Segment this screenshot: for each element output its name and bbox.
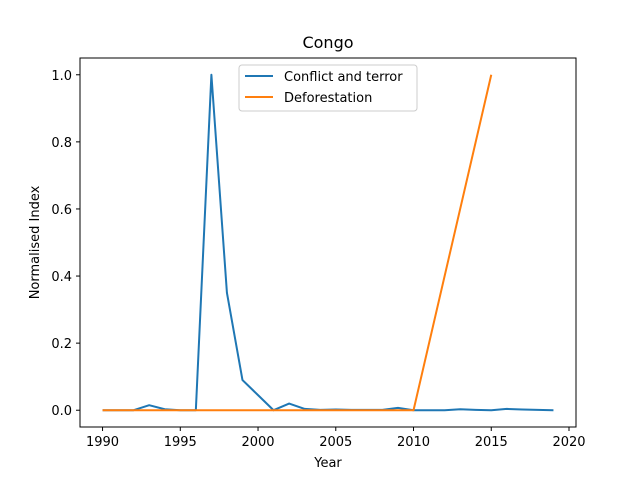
y-tick-label: 0.6 bbox=[51, 203, 72, 218]
legend-label-conflict: Conflict and terror bbox=[284, 70, 403, 85]
y-tick-label: 0.4 bbox=[51, 270, 72, 285]
x-tick-label: 1990 bbox=[86, 435, 119, 450]
x-axis-label: Year bbox=[313, 456, 342, 471]
x-tick-label: 2010 bbox=[397, 435, 430, 450]
plot-frame bbox=[79, 57, 577, 428]
legend-box bbox=[238, 64, 418, 112]
series-line-deforestation bbox=[102, 74, 493, 412]
x-tick-label: 2020 bbox=[552, 435, 585, 450]
y-axis-label: Normalised Index bbox=[28, 185, 43, 299]
plot-lines bbox=[102, 73, 554, 412]
chart-title: Congo bbox=[302, 33, 353, 52]
y-axis-ticks: 0.0 0.2 0.4 0.6 0.8 1.0 bbox=[51, 69, 80, 419]
y-tick-label: 0.2 bbox=[51, 337, 72, 352]
x-tick-label: 2005 bbox=[319, 435, 352, 450]
x-tick-label: 2000 bbox=[241, 435, 274, 450]
x-tick-label: 1995 bbox=[164, 435, 197, 450]
legend: Conflict and terror Deforestation bbox=[238, 64, 418, 112]
legend-label-deforestation: Deforestation bbox=[284, 91, 372, 106]
y-tick-label: 1.0 bbox=[51, 69, 72, 84]
y-tick-label: 0.0 bbox=[51, 404, 72, 419]
x-axis-ticks: 1990 1995 2000 2005 2010 2015 2020 bbox=[86, 427, 586, 450]
x-tick-label: 2015 bbox=[475, 435, 508, 450]
y-tick-label: 0.8 bbox=[51, 136, 72, 151]
